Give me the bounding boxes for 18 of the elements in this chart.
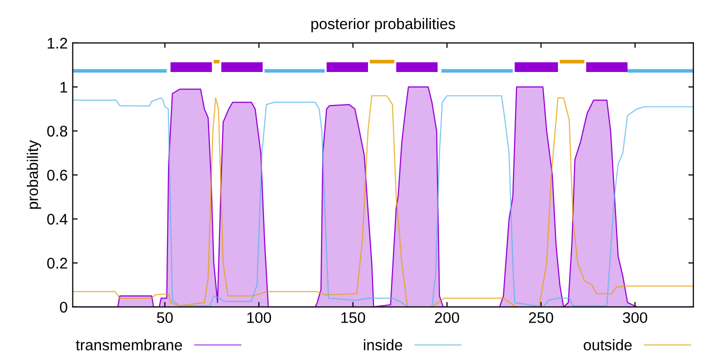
- y-tick-label: 1: [60, 82, 68, 92]
- y-tick-label: 0.8: [47, 126, 68, 137]
- legend-label: outside: [584, 339, 632, 350]
- y-axis-title: probability: [26, 140, 42, 209]
- y-tick-label: 0.2: [47, 258, 68, 269]
- x-tick-label: 200: [435, 312, 460, 324]
- legend-label: transmembrane: [76, 339, 182, 350]
- x-tick-label: 250: [529, 312, 554, 324]
- y-tick-label: 1.2: [48, 38, 68, 48]
- x-tick-label: 100: [247, 312, 272, 324]
- y-tick-label: 0: [60, 302, 68, 313]
- x-tick-label: 150: [341, 312, 366, 324]
- chart-title: posterior probabilities: [311, 18, 456, 32]
- x-tick-label: 50: [156, 312, 173, 324]
- legend-label: inside: [364, 339, 402, 350]
- x-tick-label: 300: [622, 312, 648, 324]
- y-tick-label: 0.6: [47, 170, 68, 181]
- y-tick-label: 0.4: [47, 214, 68, 225]
